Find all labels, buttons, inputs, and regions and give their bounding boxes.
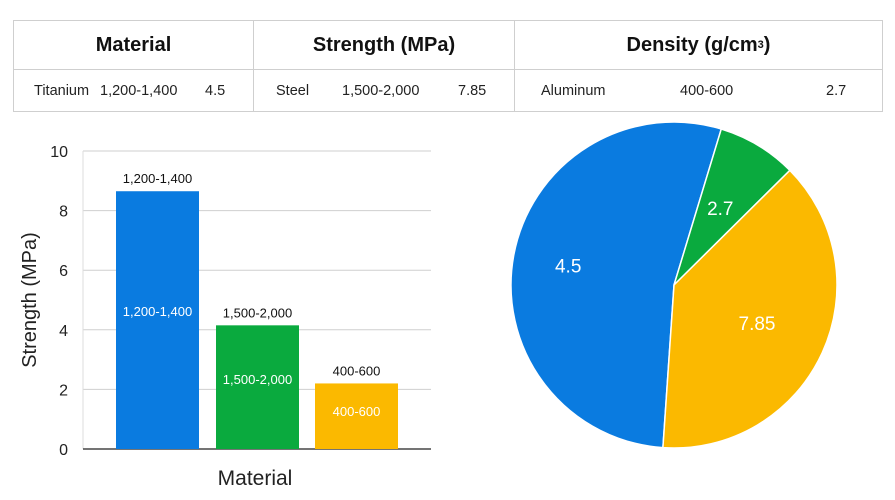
header-material: Material: [14, 21, 254, 69]
bar-inner-label: 400-600: [333, 404, 381, 419]
header-density: Density (g/cm 3): [626, 33, 771, 56]
y-axis-title: Strength (MPa): [19, 232, 41, 368]
y-tick-label: 6: [59, 263, 68, 280]
bar-top-label: 1,500-2,000: [223, 305, 292, 320]
y-tick-label: 0: [59, 442, 68, 459]
bar-aluminum: [315, 383, 398, 449]
y-tick-label: 10: [50, 144, 68, 161]
table-row: Titanium 1,200-1,400 4.5 Steel 1,500-2,0…: [14, 69, 882, 112]
pie-slice-blue: [510, 121, 723, 449]
cell: Steel: [276, 82, 310, 99]
pie-slice-label: 4.5: [555, 257, 581, 278]
bar-inner-label: 1,200-1,400: [123, 304, 192, 319]
bar-steel: [216, 325, 299, 449]
pie-slice-yellow: [662, 169, 838, 449]
cell: 4.5: [205, 82, 226, 99]
bar-top-label: 1,200-1,400: [123, 171, 192, 186]
data-table: Material Strength (MPa) Density (g/cm 3) …: [13, 20, 883, 112]
cell: Aluminum: [541, 82, 606, 99]
cell: 1,500-2,000: [342, 82, 420, 99]
cell: 2.7: [826, 82, 847, 99]
y-tick-label: 8: [59, 204, 68, 221]
bar-inner-label: 1,500-2,000: [223, 372, 292, 387]
y-tick-label: 2: [59, 382, 68, 399]
cell: 400-600: [680, 82, 734, 99]
cell: Titanium: [34, 82, 90, 99]
cell: 7.85: [458, 82, 487, 99]
bar-top-label: 400-600: [333, 363, 381, 378]
header-strength: Strength (MPa): [254, 21, 515, 69]
cell: 1,200-1,400: [100, 82, 178, 99]
pie-slice-label: 2.7: [707, 199, 733, 220]
pie-slice-label: 7.85: [739, 314, 776, 335]
x-axis-title: Material: [218, 467, 293, 490]
bar-titanium: [116, 191, 199, 450]
table-header-row: Material Strength (MPa) Density (g/cm 3): [14, 21, 882, 70]
y-tick-label: 4: [59, 323, 68, 340]
